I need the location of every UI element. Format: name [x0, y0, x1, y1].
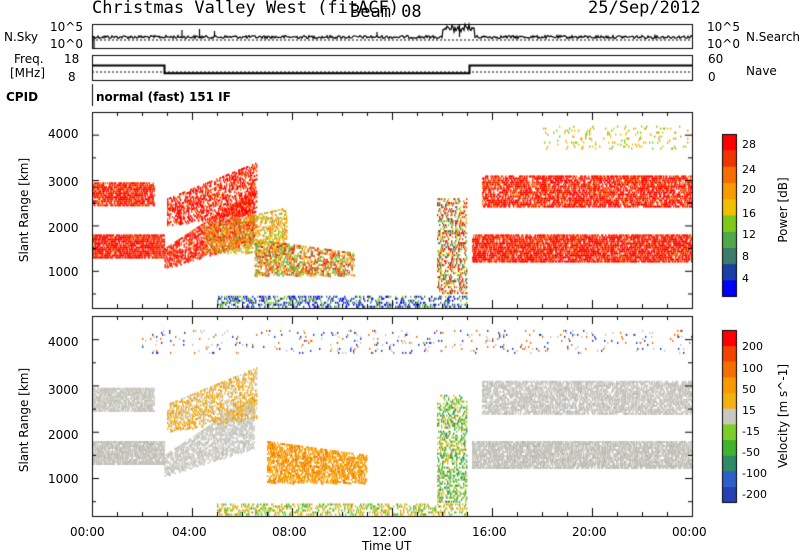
freq-label: Freq.: [14, 52, 44, 66]
vel-cbar-m100: -100: [742, 467, 767, 480]
power-cbar-16: 16: [742, 207, 756, 220]
power-cbar-28: 28: [742, 138, 756, 151]
nsearch-tick-bottom: 10^0: [707, 37, 740, 51]
vel-ytick-3000: 3000: [48, 383, 79, 397]
nsky-label: N.Sky: [4, 30, 39, 44]
vel-ytick-4000: 4000: [48, 335, 79, 349]
xtick-3: 12:00: [372, 525, 407, 539]
date-label: 25/Sep/2012: [588, 0, 701, 18]
nsky-tick-bottom: 10^0: [50, 37, 83, 51]
power-cbar-12: 12: [742, 228, 756, 241]
power-cbar-8: 8: [742, 250, 749, 263]
vel-cbar-label: Velocity [m s^-1]: [776, 363, 790, 469]
freq-tick-bottom: 8: [68, 70, 76, 84]
vel-cbar-m200: -200: [742, 488, 767, 501]
nave-label: Nave: [746, 64, 777, 78]
vel-ytick-1000: 1000: [48, 472, 79, 486]
nave-tick-top: 60: [708, 52, 724, 66]
xtick-4: 16:00: [472, 525, 507, 539]
power-cbar-24: 24: [742, 163, 756, 176]
xlabel: Time UT: [362, 539, 412, 553]
nsearch-tick-top: 10^5: [707, 20, 740, 34]
power-ytick-2000: 2000: [48, 221, 79, 235]
station-title: Christmas Valley West (fitACF): [92, 0, 400, 18]
cpid-value: normal (fast) 151 IF: [96, 90, 231, 104]
freq-unit: [MHz]: [10, 66, 46, 80]
power-ytick-1000: 1000: [48, 265, 79, 279]
vel-ylabel: Slant Range [km]: [17, 367, 31, 473]
nave-tick-bottom: 0: [708, 70, 716, 84]
xtick-5: 20:00: [572, 525, 607, 539]
power-cbar-20: 20: [742, 183, 756, 196]
xtick-2: 08:00: [272, 525, 307, 539]
xtick-1: 04:00: [172, 525, 207, 539]
vel-cbar-m15: -15: [742, 425, 760, 438]
vel-cbar-50: 50: [742, 383, 756, 396]
xtick-6: 00:00: [672, 525, 707, 539]
vel-cbar-15: 15: [742, 404, 756, 417]
power-ylabel: Slant Range [km]: [17, 157, 31, 263]
vel-cbar-100: 100: [742, 362, 763, 375]
power-cbar-4: 4: [742, 272, 749, 285]
nsky-tick-top: 10^5: [50, 20, 83, 34]
power-ytick-3000: 3000: [48, 175, 79, 189]
cpid-label: CPID: [6, 90, 39, 104]
vel-cbar-m50: -50: [742, 446, 760, 459]
power-ytick-4000: 4000: [48, 127, 79, 141]
vel-cbar-200: 200: [742, 340, 763, 353]
vel-ytick-2000: 2000: [48, 428, 79, 442]
beam-label: Beam 08: [350, 2, 422, 22]
nsearch-label: N.Search: [746, 30, 800, 44]
xtick-0: 00:00: [70, 525, 105, 539]
power-cbar-label: Power [dB]: [776, 177, 790, 243]
freq-tick-top: 18: [64, 52, 80, 66]
